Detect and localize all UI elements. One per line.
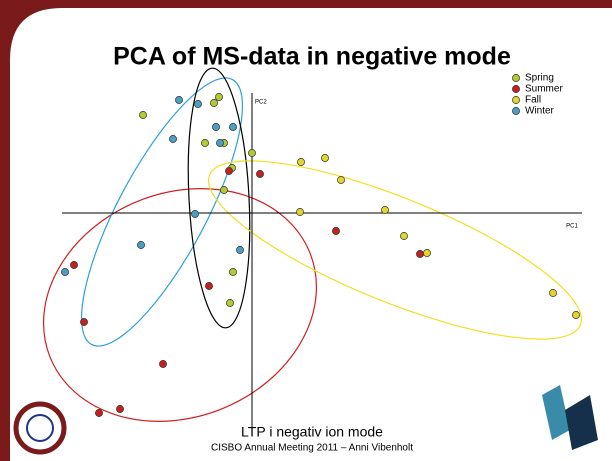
point: [220, 186, 228, 194]
point: [215, 93, 223, 101]
point: [70, 261, 78, 269]
point: [139, 111, 147, 119]
logo-right: [542, 385, 598, 450]
point: [549, 289, 557, 297]
point: [194, 100, 202, 108]
point: [169, 135, 177, 143]
point: [216, 139, 224, 147]
legend-label: Spring: [525, 73, 554, 84]
logo-left: [13, 401, 67, 455]
legend-marker: [512, 74, 520, 82]
point: [297, 158, 305, 166]
logo-crown: [26, 414, 54, 442]
point: [210, 99, 218, 107]
point: [321, 154, 329, 162]
point: [175, 96, 183, 104]
point: [205, 282, 213, 290]
point: [229, 123, 237, 131]
chart-title: PCA of MS-data in negative mode: [113, 43, 511, 71]
point: [159, 360, 167, 368]
fall-ellipse: [207, 160, 583, 340]
point: [400, 232, 408, 240]
point: [212, 123, 220, 131]
y-axis-label: PC2: [255, 100, 267, 106]
point: [225, 167, 233, 175]
summer-ellipse: [42, 188, 318, 422]
point: [61, 268, 69, 276]
point: [296, 208, 304, 216]
point: [332, 227, 340, 235]
legend-marker: [512, 107, 520, 115]
footer-line-1: LTP i negativ ion mode: [241, 424, 383, 440]
legend-marker: [512, 96, 520, 104]
point: [116, 405, 124, 413]
footer-line-2: CISBO Annual Meeting 2011 – Anni Vibenho…: [211, 443, 413, 454]
point: [337, 176, 345, 184]
point: [248, 149, 256, 157]
logo-ring: [13, 401, 67, 455]
house-1: [542, 385, 570, 440]
x-axis-label: PC1: [566, 224, 578, 230]
point: [381, 206, 389, 214]
point: [572, 311, 580, 319]
legend-marker: [512, 85, 520, 93]
house-2: [565, 395, 598, 450]
point: [423, 249, 431, 257]
spring-ellipse: [187, 67, 251, 329]
point: [236, 246, 244, 254]
point: [226, 299, 234, 307]
slide-body: [10, 8, 612, 461]
winter-ellipse: [80, 77, 244, 347]
point: [256, 170, 264, 178]
ellipses: [42, 67, 583, 422]
legend-label: Fall: [525, 95, 541, 106]
point: [137, 241, 145, 249]
legend-label: Winter: [525, 106, 555, 117]
point: [229, 268, 237, 276]
point: [416, 250, 424, 258]
legend-label: Summer: [525, 84, 563, 95]
point: [80, 318, 88, 326]
point: [95, 409, 103, 417]
point: [191, 210, 199, 218]
point: [201, 139, 209, 147]
